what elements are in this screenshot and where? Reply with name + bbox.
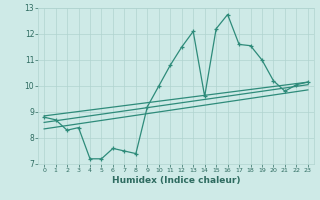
X-axis label: Humidex (Indice chaleur): Humidex (Indice chaleur) <box>112 176 240 185</box>
